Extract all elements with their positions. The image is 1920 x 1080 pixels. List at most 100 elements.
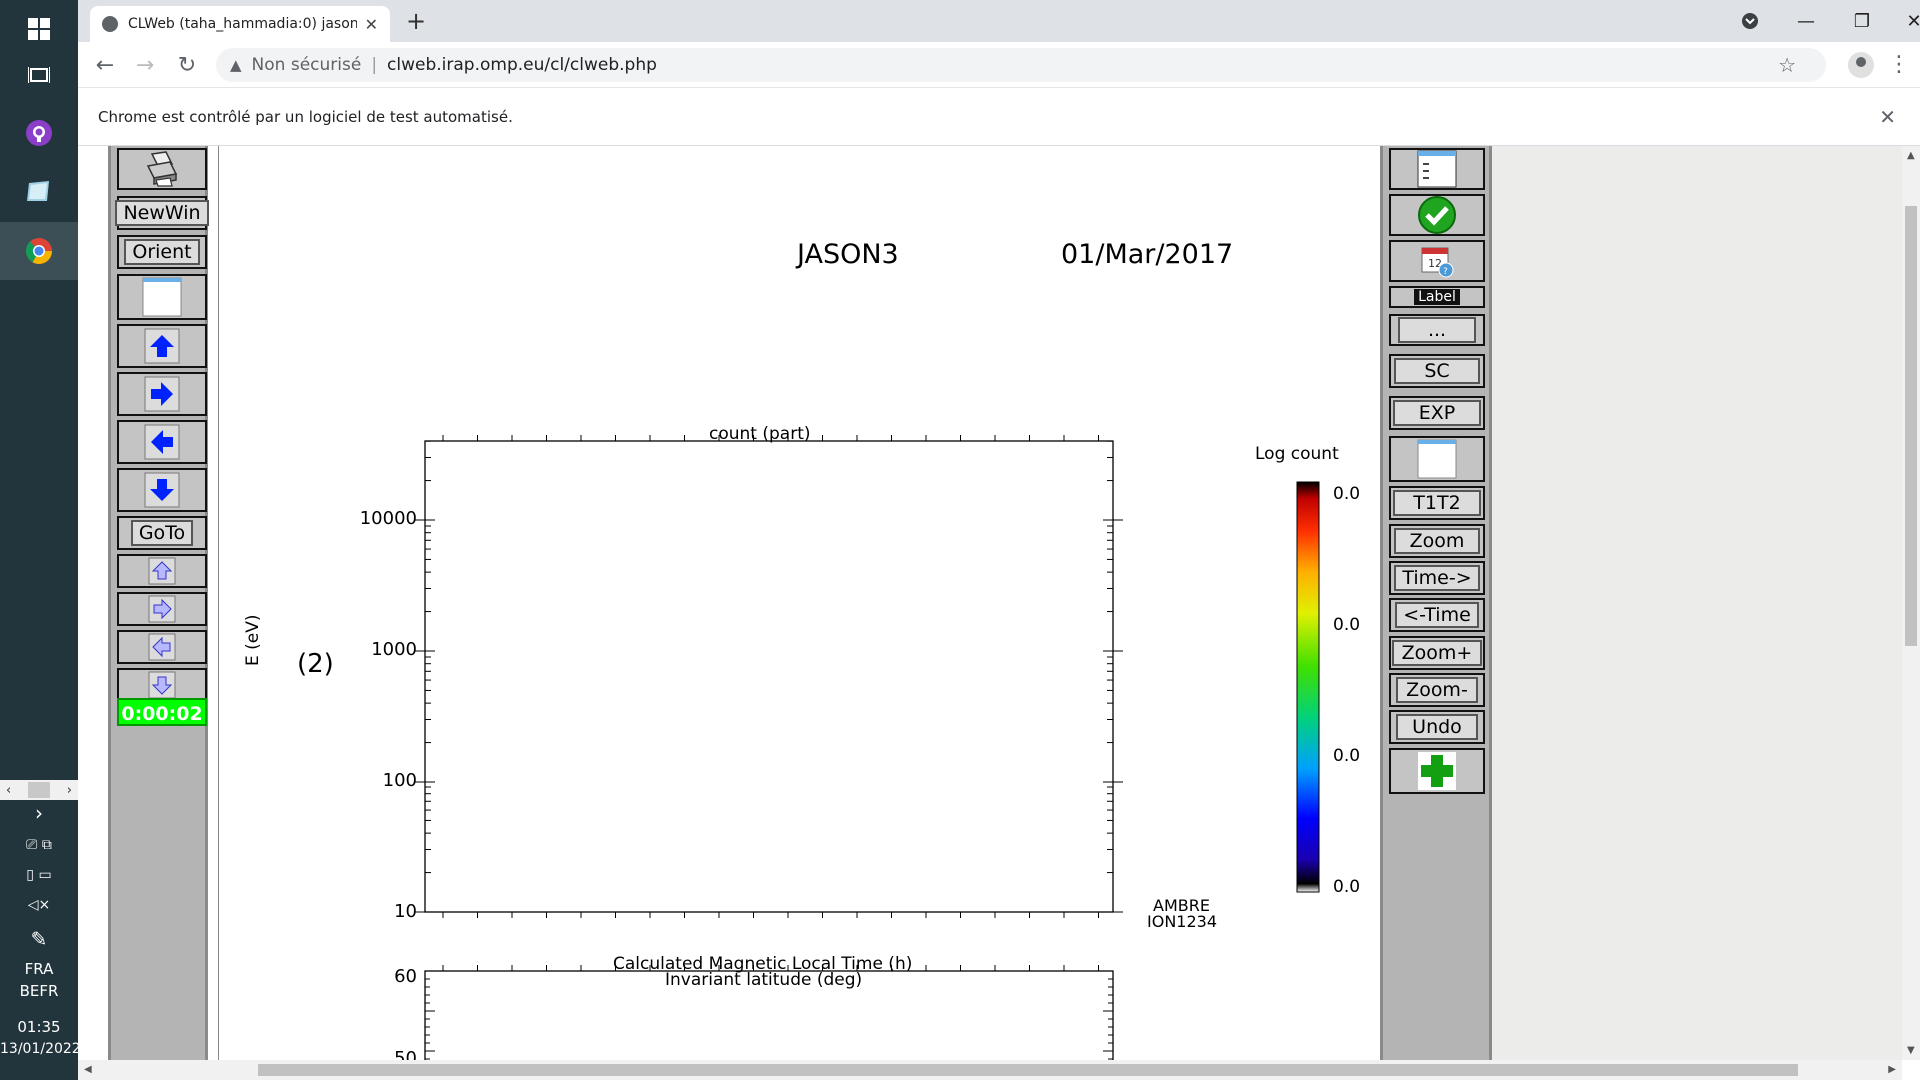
print-button[interactable] [117,148,207,190]
page-horizontal-scrollbar[interactable]: ◀ ▶ [78,1060,1902,1080]
pan-left-button[interactable] [117,420,207,464]
panel2-y-tick-50: 50 [394,1048,417,1060]
t1t2-label: T1T2 [1393,490,1481,516]
panel2-frame[interactable] [424,970,1114,1060]
small-up-button[interactable] [117,554,207,588]
battery-icon[interactable]: ▯ ▭ [26,867,52,883]
chevron-left-icon[interactable]: ‹ [6,782,12,798]
scroll-down-icon[interactable]: ▼ [1907,1045,1915,1056]
zoom-label: Zoom [1393,528,1481,554]
small-arrow-down-icon [148,671,176,699]
sc-button[interactable]: SC [1389,354,1485,388]
time-forward-button[interactable]: Time-> [1389,561,1485,595]
panel-index: (2) [297,649,334,679]
taskbar-app-chrome[interactable] [0,222,78,280]
goto-button[interactable]: GoTo [117,516,207,550]
pan-right-button[interactable] [117,372,207,416]
small-right-button[interactable] [117,592,207,626]
reload-button[interactable]: ↻ [177,52,197,78]
pen-icon[interactable]: ✎ [30,927,48,951]
zoom-button[interactable]: Zoom [1389,524,1485,558]
arrow-left-icon [144,424,180,460]
chrome-menu-button[interactable]: ⋮ [1888,52,1910,77]
browser-tab[interactable]: CLWeb (taha_hammadia:0) jason3 ✕ [90,6,390,42]
y-tick-1000: 1000 [371,639,417,660]
page-vertical-scrollbar[interactable]: ▲ ▼ [1902,146,1920,1060]
show-hidden-icons-chevron[interactable]: › [35,801,43,825]
taskbar-app-files[interactable] [0,162,78,220]
windows-start-button[interactable] [0,0,78,58]
zoom-minus-button[interactable]: Zoom- [1389,673,1485,707]
taskbar-time[interactable]: 01:35 [17,1018,61,1036]
small-down-button[interactable] [117,668,207,702]
exp-button[interactable]: EXP [1389,396,1485,430]
orient-label: Orient [124,239,200,265]
undo-label: Undo [1396,714,1478,740]
panel2-ticks [425,965,1113,1060]
tab-search-button[interactable] [1722,0,1778,42]
task-view-button[interactable] [0,46,78,104]
label-button[interactable]: Label [1389,286,1485,308]
warning-icon[interactable]: ▲ [230,56,242,74]
close-infobar-icon[interactable]: ✕ [1879,104,1896,129]
spectrogram-frame[interactable] [424,440,1114,913]
plot-canvas [415,435,1320,1060]
undo-button[interactable]: Undo [1389,710,1485,744]
pan-down-button[interactable] [117,468,207,512]
window-icon [1417,439,1457,479]
time-back-button[interactable]: <-Time [1389,598,1485,632]
taskbar-scroll-thumb[interactable] [28,782,50,798]
forward-button[interactable]: → [135,52,155,78]
vertical-scroll-thumb[interactable] [1905,206,1917,646]
scroll-up-icon[interactable]: ▲ [1907,150,1915,161]
time-back-label: <-Time [1395,602,1479,628]
orient-button[interactable]: Orient [117,235,207,269]
close-window-button[interactable]: ✕ [1906,10,1920,32]
zoom-plus-button[interactable]: Zoom+ [1389,636,1485,670]
network-icon[interactable]: ⎚ ⧉ [26,837,52,853]
left-tool-panel: NewWin Orient GoTo [108,146,209,1060]
blank-window-button[interactable] [117,274,207,320]
task-view-icon [28,67,50,83]
url-text[interactable]: clweb.irap.omp.eu/cl/clweb.php [387,55,657,75]
list-icon [1417,150,1457,188]
back-button[interactable]: ← [95,52,115,78]
chevron-right-icon[interactable]: › [66,782,72,798]
list-window-button[interactable] [1389,148,1485,190]
minimize-button[interactable]: — [1797,10,1815,32]
taskbar-date[interactable]: 13/01/2022 [0,1041,81,1057]
more-options-button[interactable]: ... [1389,314,1485,346]
pan-up-button[interactable] [117,324,207,368]
volume-muted-icon[interactable]: ◁× [27,897,51,913]
bookmark-star-icon[interactable]: ☆ [1778,53,1796,77]
input-language[interactable]: FRA [24,960,54,978]
profile-avatar[interactable] [1848,52,1874,78]
small-left-button[interactable] [117,630,207,664]
zoom-minus-label: Zoom- [1396,677,1478,703]
colorbar-tick-1: 0.0 [1333,484,1361,504]
page-viewport: NewWin Orient GoTo [78,146,1902,1060]
restore-button[interactable]: ❐ [1853,10,1871,32]
sc-label: SC [1394,358,1480,384]
security-label[interactable]: Non sécurisé [251,55,362,75]
scroll-left-icon[interactable]: ◀ [84,1064,92,1075]
scroll-right-icon[interactable]: ▶ [1888,1064,1896,1075]
t1t2-button[interactable]: T1T2 [1389,486,1485,520]
y-tick-10: 10 [394,901,417,922]
validate-button[interactable] [1389,194,1485,236]
taskbar-app-github[interactable] [0,104,78,162]
newwin-button[interactable]: NewWin [115,196,209,230]
calendar-button[interactable]: 12? [1389,240,1485,282]
close-tab-icon[interactable]: ✕ [364,14,378,34]
address-bar[interactable]: ▲ Non sécurisé | clweb.irap.omp.eu/cl/cl… [216,48,1826,82]
newwin-label: NewWin [115,200,209,226]
blank-window-button-right[interactable] [1389,436,1485,482]
horizontal-scroll-thumb[interactable] [258,1064,1798,1076]
keyboard-layout[interactable]: BEFR [19,982,59,1000]
arrow-up-icon [144,328,180,364]
taskbar-scroller[interactable]: ‹ › [0,780,78,800]
add-panel-button[interactable] [1389,748,1485,794]
new-tab-button[interactable]: + [405,7,427,35]
y-axis-label: E (eV) [243,614,263,667]
small-arrow-right-icon [148,595,176,623]
